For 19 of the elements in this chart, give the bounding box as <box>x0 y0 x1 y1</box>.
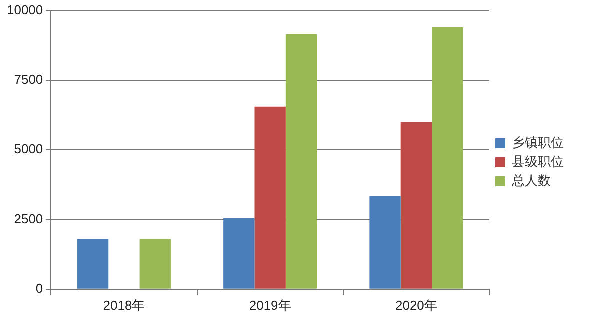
x-tick-label: 2020年 <box>395 298 438 313</box>
x-tick-label: 2018年 <box>103 298 146 313</box>
y-tick-label: 0 <box>36 280 44 296</box>
bar <box>254 106 286 289</box>
bar <box>224 218 255 289</box>
y-tick-label: 2500 <box>14 211 44 226</box>
y-tick-label: 5000 <box>14 142 44 157</box>
bar <box>77 239 109 289</box>
legend-label: 乡镇职位 <box>512 135 564 150</box>
legend-label: 县级职位 <box>512 154 564 170</box>
bar <box>140 239 171 289</box>
legend-label: 总人数 <box>511 173 551 188</box>
bar <box>286 34 318 289</box>
y-tick-label: 7500 <box>14 72 44 88</box>
x-tick-label: 2019年 <box>249 298 292 313</box>
y-tick-label: 10000 <box>6 2 44 18</box>
bar <box>370 196 401 289</box>
bar <box>432 28 464 289</box>
bar <box>400 122 432 289</box>
